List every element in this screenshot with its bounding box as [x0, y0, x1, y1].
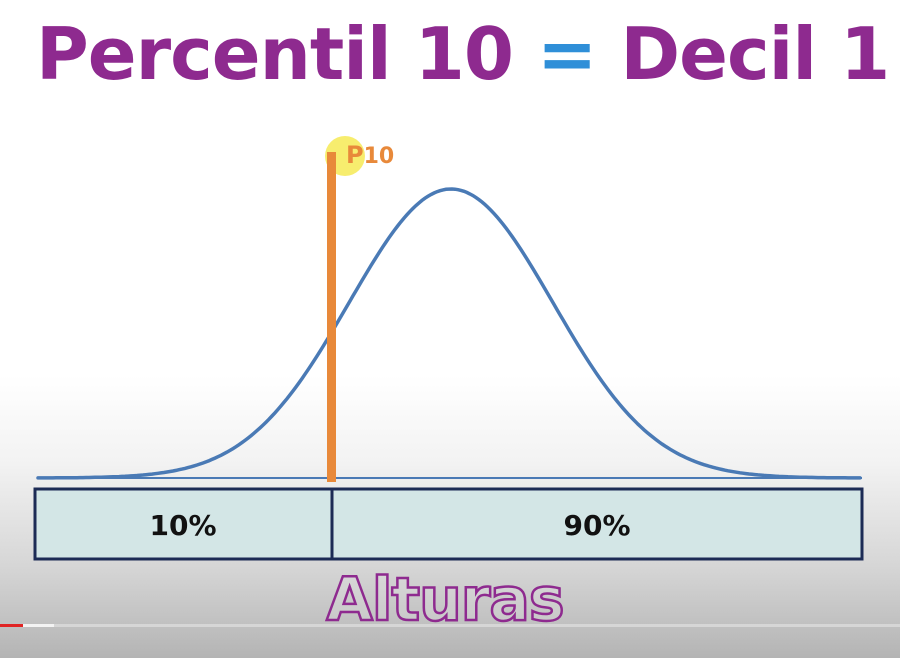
page-title: Percentil 10 = Decil 1	[36, 18, 890, 90]
video-progress-bar[interactable]	[0, 624, 900, 627]
title-percentil: Percentil 10	[36, 12, 514, 96]
percent-bar-right-segment	[330, 487, 864, 561]
percent-bar-left-segment	[33, 487, 334, 561]
video-played-bar	[0, 624, 23, 627]
video-buffered-bar	[0, 624, 54, 627]
p10-label: P10	[346, 141, 394, 169]
footer-word-alturas: Alturas	[325, 565, 566, 635]
title-equals-sign: =	[537, 12, 597, 96]
percent-bar-right-label: 90%	[563, 509, 630, 542]
bell-curve	[36, 187, 862, 480]
title-decil: Decil 1	[620, 12, 890, 96]
p10-label-number: 10	[364, 144, 395, 169]
p10-marker-line	[327, 152, 336, 482]
percent-bar-left-label: 10%	[149, 509, 216, 542]
p10-label-letter: P	[346, 141, 364, 169]
